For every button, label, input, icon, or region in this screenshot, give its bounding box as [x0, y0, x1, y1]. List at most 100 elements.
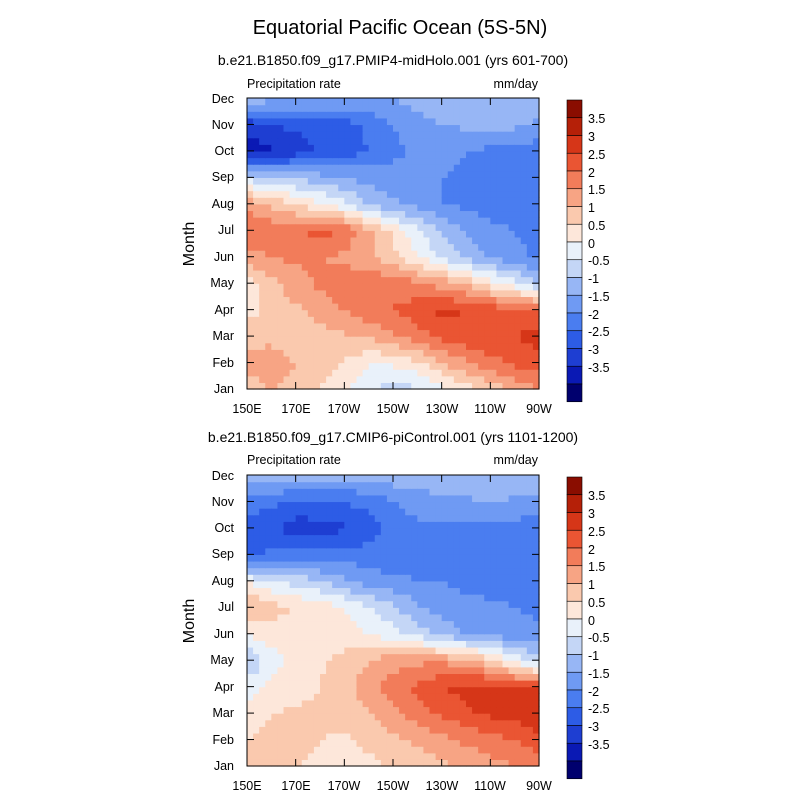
- heatmap-cell: [289, 276, 297, 284]
- heatmap-cell: [472, 183, 479, 192]
- heatmap-cell: [356, 183, 364, 192]
- heatmap-cell: [265, 322, 272, 331]
- heatmap-cell: [399, 263, 406, 271]
- colorbar-label: 1: [588, 578, 595, 592]
- heatmap-cell: [380, 600, 388, 608]
- heatmap-cell: [526, 349, 534, 357]
- heatmap-cell: [417, 349, 425, 357]
- x-tick-label: 150W: [377, 779, 410, 793]
- x-tick-label: 170W: [328, 402, 361, 416]
- heatmap-cell: [374, 236, 382, 245]
- heatmap-cell: [253, 620, 260, 628]
- heatmap-cell: [265, 309, 272, 317]
- heatmap-cell: [472, 329, 479, 337]
- heatmap-cell: [453, 587, 461, 595]
- heatmap-cell: [289, 514, 297, 522]
- heatmap-cell: [265, 726, 272, 734]
- heatmap-cell: [362, 481, 370, 489]
- heatmap-cell: [514, 726, 522, 734]
- heatmap-cell: [356, 217, 364, 225]
- heatmap-cell: [301, 488, 309, 496]
- heatmap-cell: [380, 263, 388, 271]
- heatmap-cell: [344, 223, 352, 231]
- heatmap-cell: [441, 203, 449, 212]
- heatmap-cell: [508, 98, 516, 106]
- heatmap-cell: [417, 574, 425, 582]
- heatmap-cell: [277, 342, 285, 350]
- heatmap-cell: [301, 131, 309, 139]
- heatmap-cell: [368, 646, 376, 655]
- heatmap-cell: [405, 98, 412, 106]
- heatmap-cell: [374, 336, 382, 344]
- heatmap-cell: [320, 527, 327, 536]
- heatmap-cell: [466, 706, 473, 714]
- heatmap-cell: [502, 329, 510, 337]
- heatmap-cell: [514, 607, 522, 615]
- heatmap-cell: [386, 673, 394, 681]
- heatmap-cell: [484, 164, 491, 172]
- heatmap-cell: [313, 342, 321, 350]
- heatmap-cell: [307, 183, 315, 192]
- heatmap-cell: [514, 336, 522, 344]
- heatmap-cell: [472, 613, 479, 622]
- heatmap-cell: [484, 613, 491, 622]
- heatmap-cell: [380, 131, 388, 139]
- heatmap-cell: [520, 726, 528, 734]
- heatmap-cell: [320, 607, 327, 615]
- heatmap-cell: [374, 481, 382, 489]
- heatmap-cell: [502, 289, 510, 298]
- heatmap-cell: [472, 587, 479, 595]
- heatmap-cell: [265, 514, 272, 522]
- heatmap-cell: [526, 666, 534, 675]
- heatmap-cell: [447, 309, 455, 317]
- heatmap-cell: [478, 303, 485, 311]
- heatmap-cell: [466, 375, 473, 383]
- heatmap-cell: [459, 494, 467, 503]
- heatmap-cell: [496, 269, 504, 278]
- heatmap-cell: [332, 342, 339, 350]
- heatmap-cell: [374, 223, 382, 231]
- heatmap-cell: [405, 706, 412, 714]
- heatmap-cell: [259, 508, 266, 516]
- heatmap-cell: [429, 203, 437, 212]
- heatmap-cell: [247, 210, 254, 218]
- heatmap-cell: [441, 475, 449, 483]
- heatmap-cell: [271, 527, 279, 536]
- heatmap-cell: [350, 362, 358, 370]
- heatmap-cell: [405, 362, 412, 370]
- heatmap-cell: [514, 362, 522, 370]
- heatmap-cell: [417, 190, 425, 198]
- heatmap-cell: [368, 111, 376, 119]
- heatmap-cell: [411, 646, 418, 655]
- heatmap-cell: [399, 283, 406, 291]
- heatmap-cell: [277, 276, 285, 284]
- heatmap-cell: [307, 375, 315, 383]
- heatmap-cell: [423, 117, 431, 126]
- heatmap-cell: [326, 607, 333, 615]
- heatmap-cell: [520, 541, 528, 549]
- heatmap-cell: [332, 98, 339, 106]
- heatmap-cell: [472, 554, 479, 562]
- heatmap-cell: [502, 554, 510, 562]
- heatmap-cell: [253, 283, 260, 291]
- heatmap-cell: [478, 527, 485, 536]
- heatmap-cell: [368, 355, 376, 364]
- heatmap-cell: [508, 481, 516, 489]
- heatmap-cell: [502, 111, 510, 119]
- heatmap-cell: [435, 560, 443, 569]
- heatmap-cell: [526, 693, 534, 701]
- heatmap-cell: [532, 183, 540, 192]
- heatmap-cell: [362, 686, 370, 694]
- heatmap-cell: [374, 150, 382, 159]
- heatmap-cell: [478, 752, 485, 760]
- heatmap-cell: [386, 296, 394, 304]
- heatmap-cell: [307, 137, 315, 145]
- heatmap-cell: [411, 382, 418, 390]
- heatmap-cell: [320, 713, 327, 721]
- y-tick-label: Jan: [214, 382, 234, 396]
- heatmap-cell: [362, 164, 370, 172]
- heatmap-cell: [490, 759, 498, 767]
- heatmap-cell: [447, 210, 455, 218]
- heatmap-cell: [259, 250, 266, 258]
- heatmap-cell: [301, 296, 309, 304]
